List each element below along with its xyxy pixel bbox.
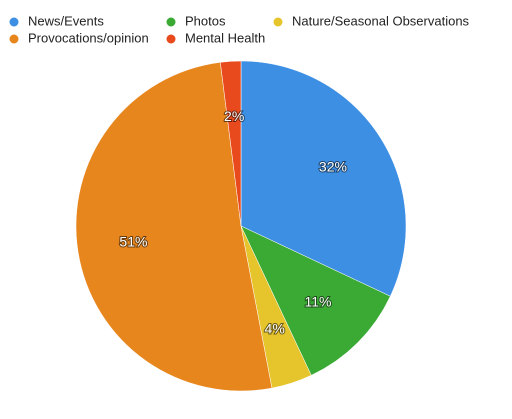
legend-label: Nature/Seasonal Observations <box>292 13 470 28</box>
legend-swatch <box>166 17 176 27</box>
legend-swatch <box>166 34 176 44</box>
slice-label: 2% <box>224 108 244 124</box>
pie-slice <box>75 62 273 392</box>
slice-label: 11% <box>305 294 332 310</box>
pie-slice <box>220 60 242 227</box>
legend-label: Provocations/opinion <box>28 30 149 45</box>
pie-slice <box>240 225 391 376</box>
legend-label: News/Events <box>28 13 104 28</box>
pie-slice <box>240 60 407 297</box>
slice-label: 51% <box>119 234 147 250</box>
slice-label: 32% <box>319 158 347 174</box>
legend-swatch <box>9 17 19 27</box>
slice-label: 4% <box>265 320 285 336</box>
legend-swatch <box>9 34 19 44</box>
legend-swatch <box>273 17 283 27</box>
legend-label: Photos <box>185 13 226 28</box>
legend-label: Mental Health <box>185 30 265 45</box>
